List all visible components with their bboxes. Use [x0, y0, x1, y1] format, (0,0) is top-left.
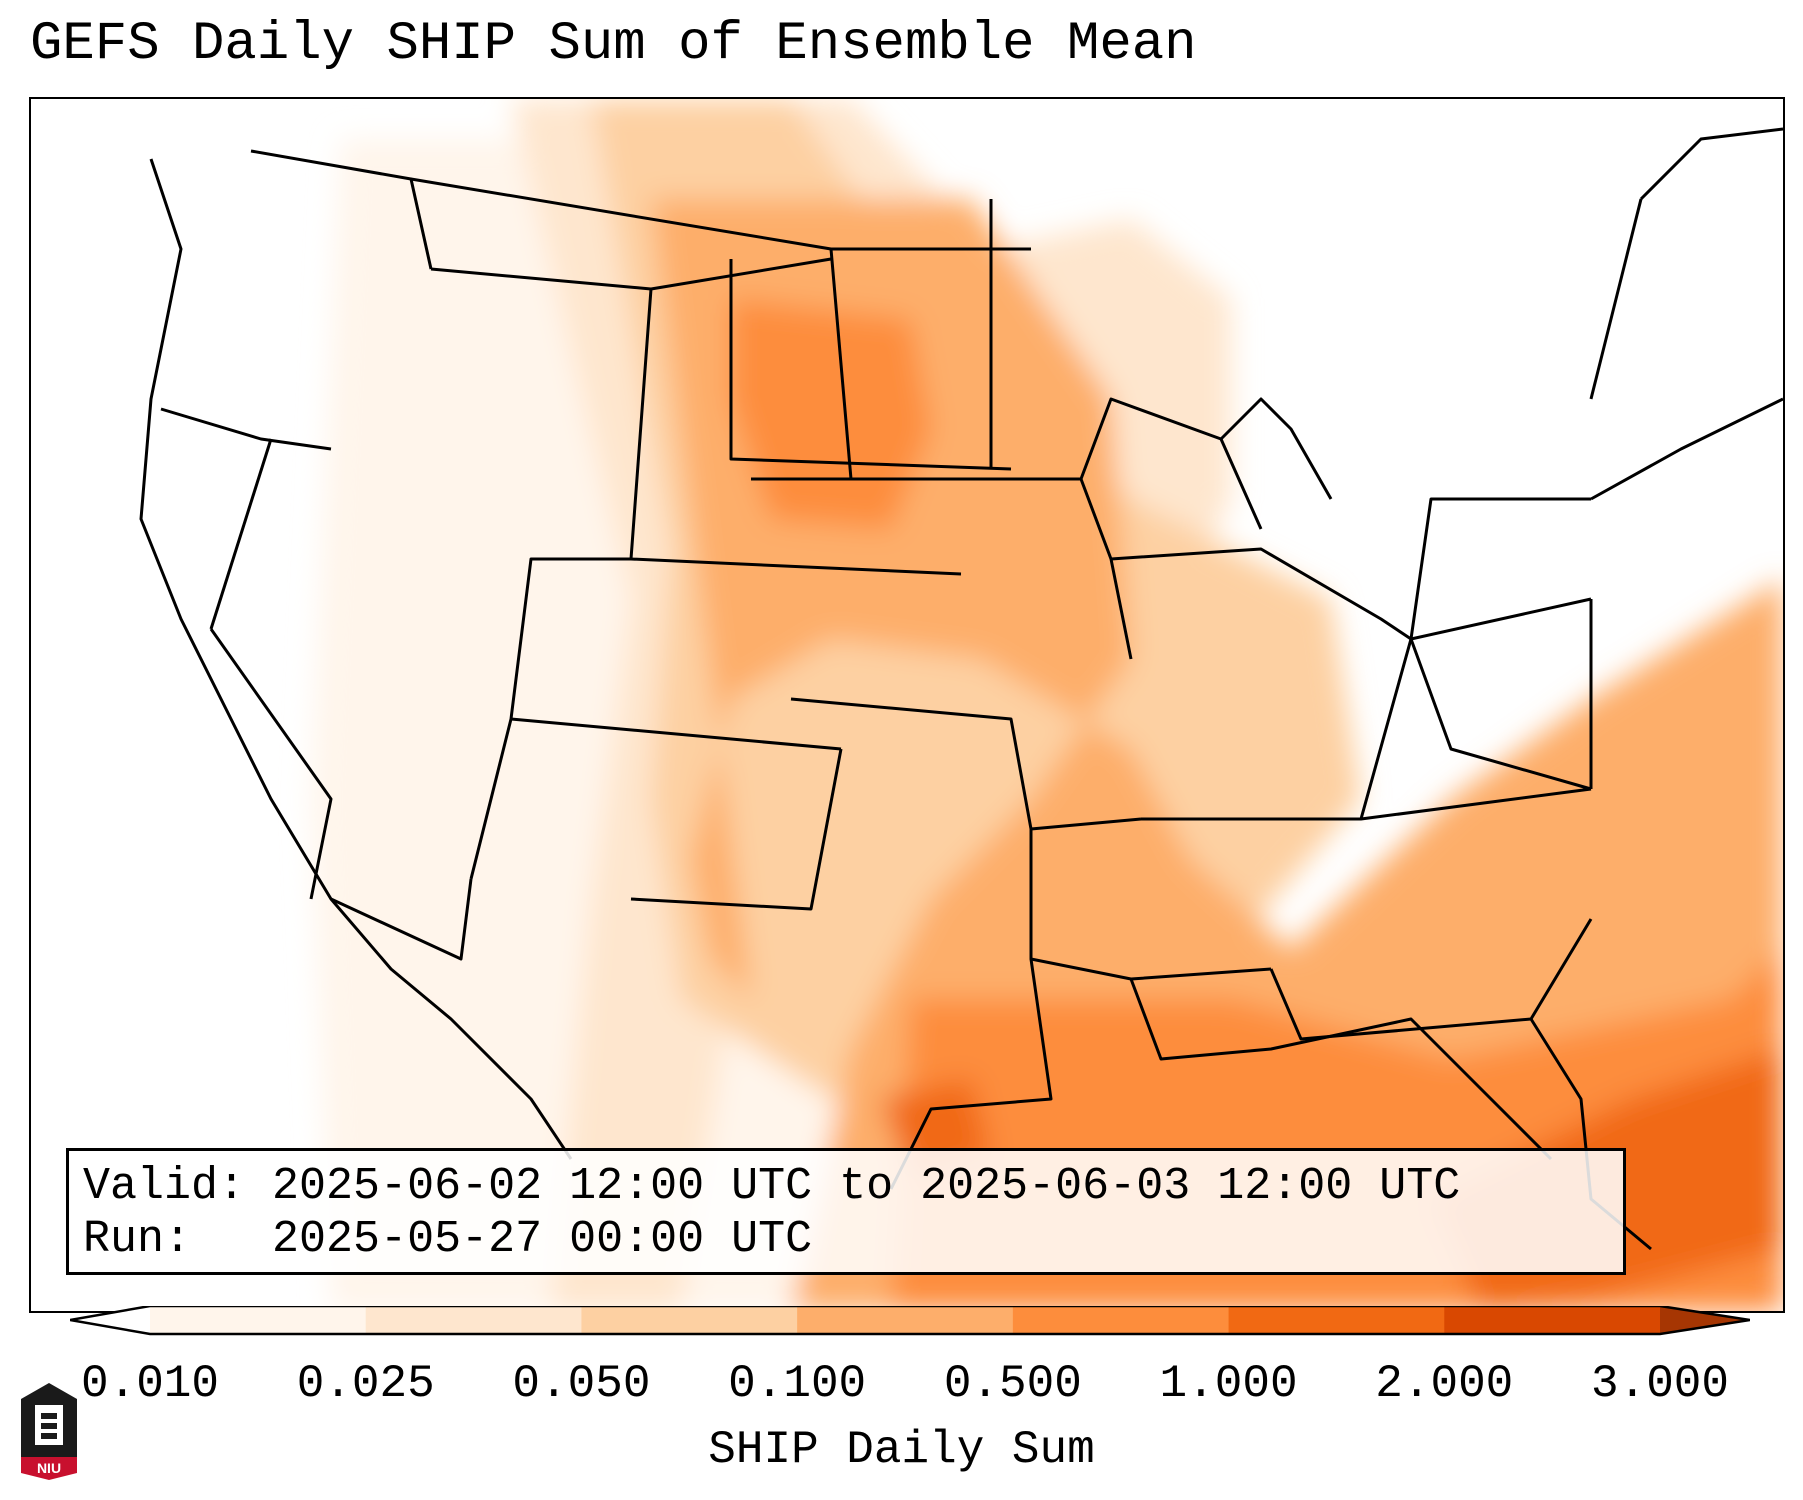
colorbar-tick-label: 1.000 — [1159, 1358, 1298, 1410]
colorbar-outline — [70, 1306, 1750, 1336]
niu-logo: NIU — [21, 1383, 77, 1480]
colorbar-tick-label: 3.000 — [1590, 1358, 1730, 1410]
colorbar-segments — [70, 1306, 1750, 1334]
colorbar-tick-label: 0.010 — [80, 1358, 220, 1410]
colorbar-tick-label: 0.100 — [728, 1358, 867, 1410]
colorbar-segment — [1228, 1306, 1445, 1334]
map-panel — [29, 97, 1785, 1313]
colorbar-segment — [581, 1306, 798, 1334]
map-title: GEFS Daily SHIP Sum of Ensemble Mean — [30, 14, 1197, 75]
run-value: 2025-05-27 00:00 UTC — [272, 1214, 813, 1265]
niu-logo-text: NIU — [37, 1460, 61, 1476]
run-label: Run: — [83, 1214, 192, 1265]
ship-shading — [311, 99, 1783, 1311]
colorbar-segment — [797, 1306, 1014, 1334]
state-borders — [139, 127, 1783, 1251]
valid-row: Valid: 2025-06-02 12:00 UTC to 2025-06-0… — [83, 1160, 1623, 1213]
valid-label: Valid: — [83, 1161, 246, 1212]
colorbar-label: SHIP Daily Sum — [708, 1424, 1095, 1476]
map-canvas — [139, 99, 1783, 1311]
valid-run-info-box: Valid: 2025-06-02 12:00 UTC to 2025-06-0… — [66, 1148, 1626, 1275]
colorbar-segment — [1444, 1306, 1661, 1334]
colorbar-tick-label: 0.025 — [296, 1358, 435, 1410]
colorbar-segment — [150, 1306, 367, 1334]
colorbar-extend-min — [70, 1306, 150, 1334]
colorbar-segment — [1012, 1306, 1230, 1334]
run-row: Run: 2025-05-27 00:00 UTC — [83, 1213, 1623, 1266]
colorbar-tick-label: 0.500 — [943, 1358, 1082, 1410]
colorbar-extend-max — [1660, 1306, 1750, 1334]
colorbar-tick-label: 0.050 — [512, 1358, 651, 1410]
colorbar — [70, 1306, 1750, 1336]
valid-value: 2025-06-02 12:00 UTC to 2025-06-03 12:00… — [272, 1161, 1461, 1212]
colorbar-tick-label: 2.000 — [1375, 1358, 1514, 1410]
colorbar-segment — [365, 1306, 582, 1334]
